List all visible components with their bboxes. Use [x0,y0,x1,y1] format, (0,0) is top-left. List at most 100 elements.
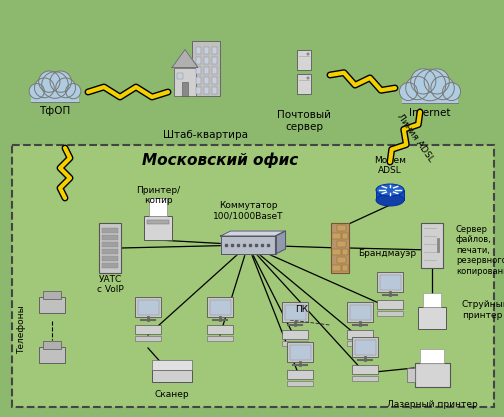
Bar [423,293,441,307]
Bar [342,265,348,271]
Bar [212,56,217,63]
Bar [349,305,370,320]
Text: Московский офис: Московский офис [142,152,298,168]
Bar [297,50,311,70]
Bar [102,256,118,261]
Bar [12,145,494,407]
Circle shape [56,78,76,98]
Bar [196,47,201,53]
Circle shape [29,83,44,99]
Bar [332,249,341,255]
Text: Internet: Internet [409,108,451,118]
Bar [204,56,209,63]
Bar [204,76,209,83]
Bar [352,365,378,374]
Bar [102,263,118,268]
Bar [282,302,308,322]
Bar [421,223,443,267]
Polygon shape [172,50,198,68]
Bar [138,300,158,315]
Bar [287,381,313,386]
Bar [347,330,373,339]
Bar [212,86,217,93]
Bar [332,233,341,239]
Bar [377,300,403,309]
Bar [99,223,121,273]
Bar [342,233,348,239]
Circle shape [42,72,69,98]
Bar [380,275,401,290]
Circle shape [34,78,54,98]
Bar [287,370,313,379]
Bar [347,302,373,322]
Circle shape [414,69,446,101]
Bar [352,337,378,357]
Circle shape [411,69,436,94]
Bar [152,360,192,370]
Text: УАТС
с VoIP: УАТС с VoIP [97,275,123,294]
Bar [282,341,308,346]
Text: Сканер: Сканер [155,390,190,399]
Circle shape [66,83,81,99]
Text: Почтовый
сервер: Почтовый сервер [277,110,331,133]
Bar [207,336,233,341]
Bar [352,376,378,381]
Text: Брандмауэр: Брандмауэр [358,249,416,258]
Bar [174,68,196,95]
Bar [39,347,65,363]
Bar [135,325,161,334]
Bar [207,297,233,317]
Ellipse shape [376,194,404,206]
Bar [182,81,188,95]
Text: Принтер/
копир: Принтер/ копир [136,186,180,205]
Bar [377,272,403,292]
Bar [152,370,192,382]
Text: Коммутатор
100/1000BaseT: Коммутатор 100/1000BaseT [213,201,283,220]
Circle shape [406,76,429,100]
Bar [192,40,220,95]
Circle shape [306,76,309,80]
Bar [347,341,373,346]
Bar [287,342,313,362]
Circle shape [443,83,461,100]
Bar [207,325,233,334]
Circle shape [424,69,450,94]
Bar [177,73,183,78]
Bar [196,86,201,93]
Text: Струйный
принтер: Струйный принтер [462,300,504,320]
Bar [135,297,161,317]
Text: Штаб-квартира: Штаб-квартира [162,130,247,140]
Circle shape [399,83,417,100]
Bar [337,225,346,231]
Bar [102,228,118,233]
Polygon shape [221,236,276,254]
Bar [135,336,161,341]
Text: Модем
ADSL: Модем ADSL [374,156,406,175]
Bar [376,190,404,200]
Bar [147,220,169,224]
Bar [377,311,403,316]
Bar [337,257,346,263]
Bar [204,66,209,73]
Bar [212,66,217,73]
Bar [196,56,201,63]
Bar [342,249,348,255]
Bar [102,235,118,240]
Circle shape [39,71,60,92]
Text: ТфОП: ТфОП [39,106,71,116]
Bar [102,249,118,254]
Bar [331,223,349,273]
Bar [196,66,201,73]
Bar [297,74,311,94]
Bar [284,305,305,320]
Text: Телефоны: Телефоны [18,306,27,354]
Bar [43,291,61,299]
Bar [337,241,346,247]
Bar [402,92,458,103]
Text: Лазерный принтер: Лазерный принтер [387,400,477,409]
Circle shape [50,71,72,92]
Bar [144,216,172,240]
Bar [102,242,118,247]
Bar [289,345,310,360]
Bar [212,47,217,53]
